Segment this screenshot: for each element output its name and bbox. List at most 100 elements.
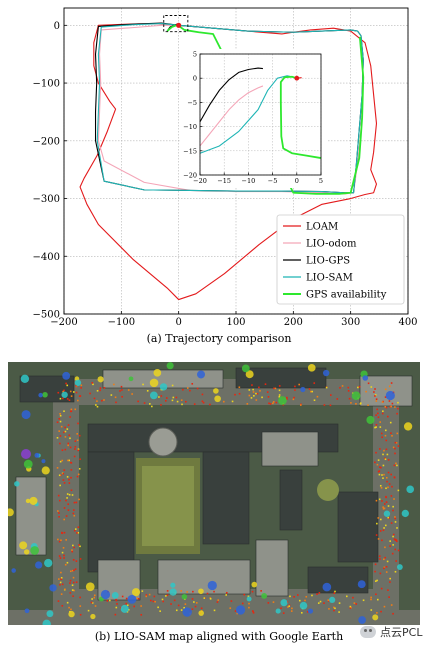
point (119, 390, 121, 392)
vegetation-points (68, 610, 75, 618)
point (66, 428, 69, 430)
point (72, 544, 74, 547)
vegetation-points (300, 386, 306, 393)
point (229, 607, 232, 609)
point (350, 402, 352, 404)
point (172, 396, 175, 399)
point (69, 570, 72, 573)
point (173, 599, 176, 602)
vegetation-points (166, 362, 174, 370)
point (72, 559, 75, 561)
point (394, 521, 397, 523)
point (375, 400, 378, 402)
point (91, 602, 94, 604)
point (252, 388, 254, 391)
point (379, 421, 382, 423)
point (180, 399, 183, 401)
vegetation-points (62, 371, 71, 380)
inset-x-tick-label: −10 (242, 177, 256, 185)
point (145, 595, 148, 598)
point (65, 515, 68, 517)
y-tick-label: −100 (33, 79, 60, 90)
building-roof (359, 375, 413, 407)
point (273, 387, 275, 390)
point (325, 386, 328, 389)
inset-chart: −20 −15 −10 −5 0 5 5 0 −5 −10 −15 −20 (180, 49, 327, 188)
inset-series-line-gps-availability (279, 75, 322, 159)
vegetation-points (25, 498, 31, 504)
point (247, 595, 250, 598)
point (272, 601, 275, 603)
point (294, 389, 296, 391)
point (338, 602, 341, 604)
point (394, 548, 397, 551)
point (59, 583, 61, 586)
point (72, 595, 74, 597)
point (166, 590, 169, 592)
point (375, 534, 378, 536)
point (145, 594, 148, 596)
point (73, 455, 76, 458)
point (71, 569, 74, 572)
point (114, 613, 117, 616)
point (61, 532, 63, 535)
point (64, 588, 66, 591)
point (394, 447, 396, 450)
vegetation-points (128, 376, 134, 382)
x-tick-label: 400 (398, 317, 417, 328)
point (392, 446, 395, 449)
point (76, 439, 79, 442)
vegetation-points (362, 375, 369, 381)
point (339, 386, 341, 389)
point (60, 578, 63, 581)
vegetation-points (351, 391, 361, 401)
point (74, 568, 77, 570)
point (236, 612, 239, 615)
x-tick-label: 200 (284, 317, 303, 328)
point (91, 598, 93, 600)
vegetation-points (21, 449, 31, 459)
building-roof (337, 491, 379, 563)
point (379, 530, 382, 532)
point (63, 554, 65, 557)
point (341, 385, 344, 387)
point (74, 445, 77, 448)
point (56, 421, 59, 424)
point (333, 592, 336, 595)
point (323, 602, 325, 604)
point (297, 594, 299, 596)
point (75, 581, 78, 583)
inset-x-tick-label: 0 (295, 177, 299, 185)
point (261, 396, 263, 399)
point (191, 382, 194, 385)
point (272, 401, 275, 403)
point (80, 387, 82, 389)
point (59, 420, 62, 423)
point (115, 401, 117, 404)
point (387, 486, 389, 489)
point (66, 561, 69, 564)
point (70, 489, 73, 492)
point (383, 507, 386, 510)
point (298, 599, 301, 602)
point (287, 606, 289, 608)
point (71, 549, 73, 551)
point (392, 533, 395, 536)
vegetation-points (14, 481, 20, 487)
point (64, 426, 66, 429)
point (391, 434, 393, 437)
point (176, 400, 179, 403)
point (79, 395, 82, 397)
vegetation-points (278, 396, 287, 405)
point (384, 429, 387, 432)
point (380, 587, 383, 590)
point (60, 571, 62, 574)
point (231, 400, 234, 403)
point (68, 459, 70, 462)
point (357, 386, 359, 389)
point (63, 389, 65, 392)
point (397, 407, 399, 410)
point (58, 512, 60, 514)
point (319, 600, 322, 603)
point (115, 599, 118, 602)
